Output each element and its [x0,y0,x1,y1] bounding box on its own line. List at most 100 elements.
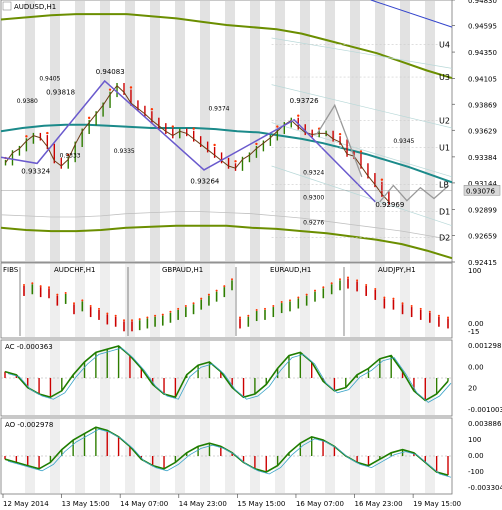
y-tick-label-main: 0.92899 [468,206,497,214]
session-band [275,1,285,261]
fractal-dot [129,86,133,89]
fan-line [271,122,453,178]
correlation-dot [89,305,92,308]
correlation-y-tick: -15 [468,328,479,336]
x-tick-label: 16 May 07:00 [296,500,344,508]
correlation-dot [81,299,84,302]
x-tick-label: 15 May 15:00 [237,500,285,508]
correlation-dot [247,314,250,317]
session-band-corr [375,264,385,337]
session-band [75,1,85,261]
correlation-dot [419,307,422,310]
session-band [25,1,35,261]
correlation-dot [339,278,341,281]
level-label-U1: U1 [439,144,450,153]
fractal-dot [297,114,300,117]
correlation-dot [437,314,440,317]
level-label-U3: U3 [439,73,450,82]
correlation-panel-label: FIBS [3,266,19,274]
session-band [150,1,160,261]
x-tick-label: 14 May 23:00 [179,500,227,508]
fractal-dot [213,143,216,147]
correlation-dot [106,312,109,315]
correlation-dot [146,316,149,319]
fractal-dot [255,142,258,146]
band-lower-line [0,224,453,260]
session-band-corr [175,264,185,337]
y-tick-label-main: 0.92659 [468,233,497,241]
y-tick-label-main: 0.94830 [468,0,497,5]
zigzag-annotation: 0.92969 [375,201,404,209]
zigzag-annotation: 0.93264 [190,177,219,185]
correlation-dot [114,314,117,317]
zigzag-annotation: 0.9374 [208,106,229,113]
fractal-dot [192,127,195,130]
session-band-ac [175,341,185,415]
correlation-dot [73,302,75,305]
session-band [125,1,135,261]
zigzag-annotation: 0.93818 [46,88,75,96]
correlation-dot [231,278,233,281]
ac-y-tick: 0.00 [468,363,484,371]
zigzag-annotation: 0.9333 [60,152,81,159]
correlation-dot [322,286,325,289]
correlation-dot [383,296,386,299]
correlation-series-name: AUDJPY,H1 [378,266,416,274]
correlation-dot [428,310,431,313]
correlation-dot [192,302,195,305]
upper-trend-line [370,0,453,28]
correlation-dot [200,297,203,300]
symbol-icon [2,1,12,11]
correlation-dot [401,302,404,305]
zigzag-annotation: 0.9345 [393,138,414,145]
zigzag-annotation: 0.94083 [96,68,125,76]
fractal-dot [67,153,70,156]
ao-y-tick: 0.00 [468,452,484,460]
zigzag-annotation: 0.9276 [303,220,324,227]
zigzag-annotation: 0.9324 [303,170,324,177]
x-tick-label: 14 May 07:00 [120,500,168,508]
session-band-ac [275,341,285,415]
forecast-peak-line [316,103,363,178]
fractal-dot [338,132,342,136]
correlation-dot [154,314,157,317]
zigzag-annotation: 0.93324 [21,168,50,176]
correlation-dot [289,299,291,302]
session-band [325,1,335,261]
ac-secondary-line [7,347,452,403]
correlation-dot [223,285,226,288]
forecast-line [379,184,448,203]
band-middle-line [0,211,453,241]
level-label-D2: D2 [439,234,450,243]
correlation-dot [255,309,258,312]
session-band-corr [225,264,235,337]
correlation-dot [392,297,395,300]
session-band-corr [75,264,85,337]
correlation-dot [264,307,266,310]
fractal-dot [234,160,237,163]
y-tick-label-main: 0.93869 [468,101,497,109]
correlation-dot [184,305,187,308]
session-band-ao [275,419,285,493]
session-band-corr [300,264,310,337]
session-band-corr [100,264,110,337]
correlation-dot [207,293,210,296]
y-tick-label-main: 0.94595 [468,22,497,30]
level-label-U2: U2 [439,116,450,125]
level-label-D1: D1 [439,208,450,217]
y-tick-label-main: 0.93144 [468,180,497,188]
session-band-ac [75,341,85,415]
ac-y-tick: -0.001003 [468,406,502,414]
correlation-dot [239,316,241,319]
correlation-y-tick: 100 [468,267,481,275]
session-band [250,1,260,261]
correlation-dot [23,283,25,286]
current-price-box [463,185,501,196]
correlation-dot [356,279,359,282]
y-tick-label-main: 0.92415 [468,259,497,267]
correlation-dot [177,307,180,310]
fractal-dot [108,88,112,91]
session-band-corr [425,264,435,337]
x-tick-label: 19 May 15:00 [413,500,461,508]
